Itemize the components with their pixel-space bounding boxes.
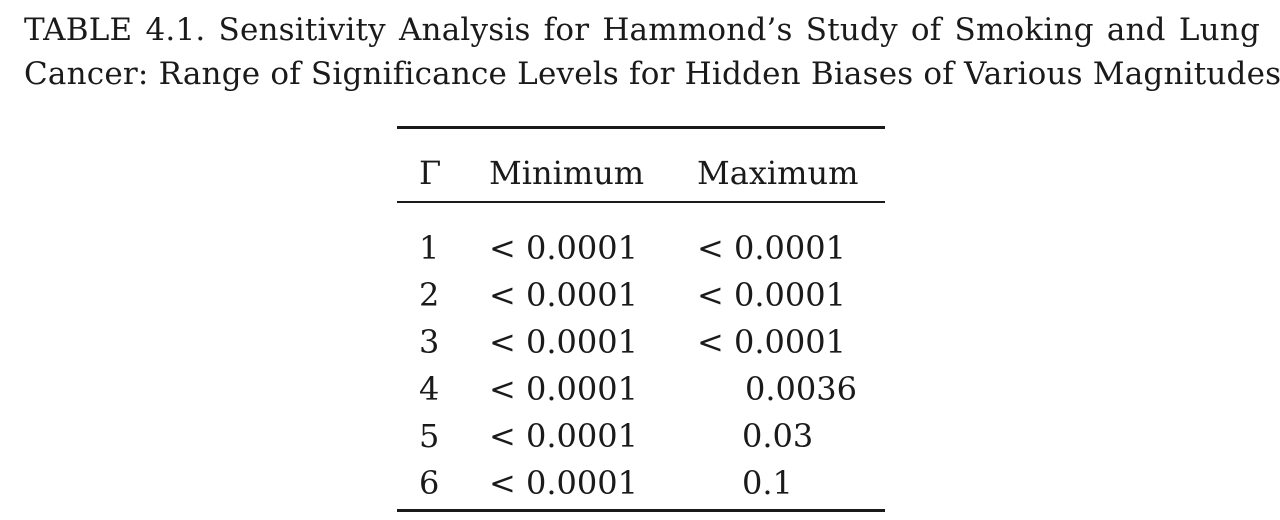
cell-gamma: 6	[419, 464, 440, 502]
cell-minimum: < 0.0001	[489, 276, 638, 314]
table-row: 3 < 0.0001 < 0.0001	[397, 319, 885, 366]
cell-gamma: 2	[419, 276, 440, 314]
cell-maximum: 0.03	[742, 417, 814, 455]
cell-maximum: 0.0036	[745, 370, 857, 408]
header-maximum: Maximum	[697, 154, 859, 192]
table-row: 5 < 0.0001 0.03	[397, 413, 885, 460]
cell-maximum: < 0.0001	[697, 276, 846, 314]
table-caption: TABLE 4.1. Sensitivity Analysis for Hamm…	[24, 8, 1280, 96]
cell-minimum: < 0.0001	[489, 323, 638, 361]
table-bottom-rule	[397, 509, 885, 512]
caption-line-2: Cancer: Range of Significance Levels for…	[24, 56, 1280, 92]
caption-line-1: TABLE 4.1. Sensitivity Analysis for Hamm…	[24, 12, 1260, 48]
cell-minimum: < 0.0001	[489, 229, 638, 267]
table-row: 4 < 0.0001 0.0036	[397, 366, 885, 413]
table-header-rule	[397, 201, 885, 203]
cell-maximum: 0.1	[742, 464, 793, 502]
sensitivity-table: Γ Minimum Maximum 1 < 0.0001 < 0.0001 2 …	[397, 126, 885, 512]
cell-gamma: 4	[419, 370, 440, 408]
table-top-rule	[397, 126, 885, 129]
cell-maximum: < 0.0001	[697, 229, 846, 267]
cell-maximum: < 0.0001	[697, 323, 846, 361]
table-header-row: Γ Minimum Maximum	[397, 129, 885, 192]
cell-gamma: 5	[419, 417, 440, 455]
cell-minimum: < 0.0001	[489, 417, 638, 455]
table-row: 1 < 0.0001 < 0.0001	[397, 225, 885, 272]
table-row: 2 < 0.0001 < 0.0001	[397, 272, 885, 319]
cell-gamma: 3	[419, 323, 440, 361]
cell-minimum: < 0.0001	[489, 464, 638, 502]
table-body: 1 < 0.0001 < 0.0001 2 < 0.0001 < 0.0001 …	[397, 203, 885, 507]
header-minimum: Minimum	[489, 154, 645, 192]
header-gamma: Γ	[419, 154, 442, 192]
cell-gamma: 1	[419, 229, 440, 267]
cell-minimum: < 0.0001	[489, 370, 638, 408]
table-row: 6 < 0.0001 0.1	[397, 460, 885, 507]
